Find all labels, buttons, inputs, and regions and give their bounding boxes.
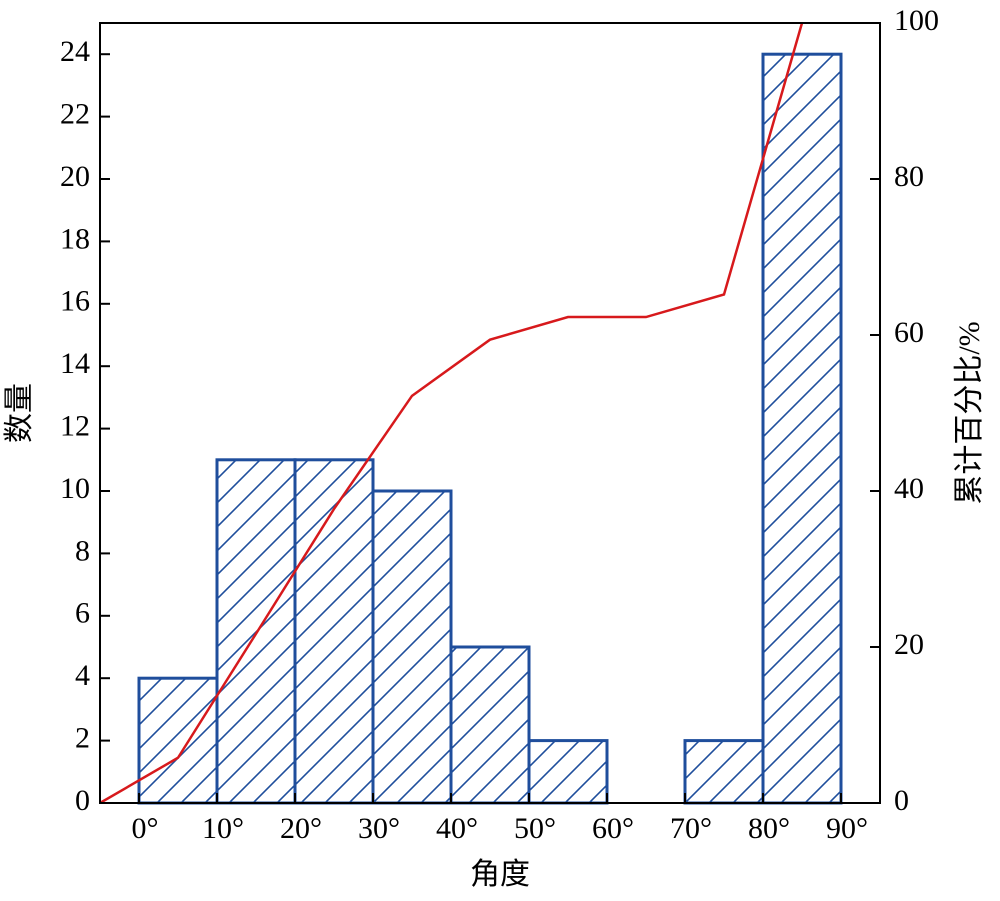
x-tick-label: 60°	[592, 812, 634, 845]
bar	[371, 489, 453, 805]
y-tick-label: 20	[60, 160, 90, 193]
x-tick-label: 70°	[670, 812, 712, 845]
y-tick-label: 24	[60, 35, 90, 68]
line-group	[100, 23, 804, 803]
cumulative-line	[100, 23, 804, 803]
bar	[449, 645, 531, 805]
y-tick-label: 2	[75, 721, 90, 754]
y2-axis-label: 累计百分比/%	[953, 321, 986, 504]
y-tick-label: 22	[60, 97, 90, 130]
y-tick-label: 10	[60, 472, 90, 505]
y2-tick-label: 100	[894, 4, 939, 37]
y-tick-label: 4	[75, 659, 90, 692]
y-tick-label: 12	[60, 409, 90, 442]
x-tick-label: 10°	[202, 812, 244, 845]
bar	[527, 739, 609, 805]
x-tick-label: 80°	[748, 812, 790, 845]
x-tick-label: 30°	[358, 812, 400, 845]
y-tick-label: 16	[60, 285, 90, 318]
y-tick-label: 18	[60, 222, 90, 255]
plot-frame	[99, 22, 881, 804]
x-tick-label: 20°	[280, 812, 322, 845]
y-tick-label: 6	[75, 597, 90, 630]
y2-tick-label: 0	[894, 784, 909, 817]
y-tick-label: 14	[60, 347, 90, 380]
bar	[683, 739, 765, 805]
bar	[137, 676, 219, 805]
y-tick-label: 0	[75, 784, 90, 817]
y2-tick-label: 60	[894, 316, 924, 349]
x-tick-label: 0°	[132, 812, 159, 845]
x-tick-label: 90°	[826, 812, 868, 845]
y-axis-label: 数量	[3, 383, 36, 443]
x-tick-label: 40°	[436, 812, 478, 845]
bar	[761, 52, 843, 805]
y2-tick-label: 20	[894, 628, 924, 661]
x-axis-label: 角度	[470, 858, 530, 891]
y-tick-label: 8	[75, 534, 90, 567]
x-tick-label: 50°	[514, 812, 556, 845]
y2-tick-label: 40	[894, 472, 924, 505]
bar	[293, 458, 375, 805]
y2-tick-label: 80	[894, 160, 924, 193]
